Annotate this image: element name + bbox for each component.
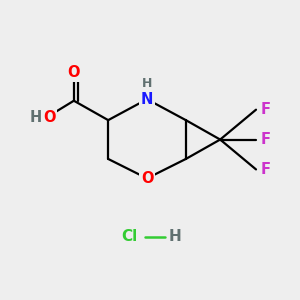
Text: Cl: Cl [121, 229, 137, 244]
Text: H: H [29, 110, 42, 125]
Text: F: F [260, 162, 271, 177]
Text: F: F [260, 132, 271, 147]
Text: O: O [141, 171, 153, 186]
Text: O: O [43, 110, 56, 125]
Text: O: O [68, 65, 80, 80]
Text: N: N [141, 92, 153, 107]
Text: F: F [260, 102, 271, 117]
Text: H: H [142, 77, 152, 90]
Text: H: H [169, 229, 182, 244]
